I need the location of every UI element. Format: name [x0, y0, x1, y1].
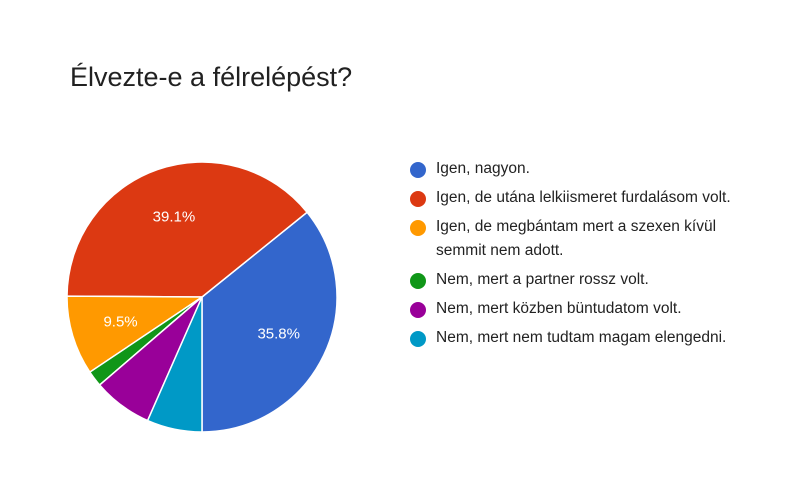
legend-swatch-icon: [410, 191, 426, 207]
legend-label: Igen, de utána lelkiismeret furdalásom v…: [436, 189, 731, 206]
legend-item-5: Nem, mert közben büntudatom volt.: [410, 300, 750, 321]
legend-swatch-icon: [410, 162, 426, 178]
pie-slice-labels: 35.8% 39.1% 9.5%: [103, 209, 300, 343]
pie-slice-3: [66, 295, 205, 374]
legend-swatch-icon: [410, 331, 426, 347]
legend-swatch-icon: [410, 273, 426, 289]
legend-swatch-icon: [410, 302, 426, 318]
slice-label-1: 35.8%: [257, 326, 300, 343]
legend: Igen, nagyon. Igen, de utána lelkiismeret…: [410, 160, 750, 358]
pie-slice-6: [146, 296, 203, 433]
slice-label-2: 39.1%: [153, 209, 196, 226]
legend-item-4: Nem, mert a partner rossz volt.: [410, 271, 750, 292]
legend-item-3: Igen, de megbántam mert a szexen kívül s…: [410, 218, 750, 263]
pie-slices: [66, 161, 338, 433]
legend-item-1: Igen, nagyon.: [410, 160, 750, 181]
legend-swatch-icon: [410, 220, 426, 236]
legend-label: Nem, mert a partner rossz volt.: [436, 271, 649, 288]
slice-label-3: 9.5%: [103, 313, 137, 330]
legend-label: Igen, de megbántam mert a szexen kívül s…: [436, 218, 717, 259]
chart-title: Élvezte-e a félrelépést?: [70, 62, 353, 92]
pie-slice-2: [66, 161, 309, 298]
legend-label: Nem, mert közben büntudatom volt.: [436, 300, 682, 317]
legend-label: Igen, nagyon.: [436, 160, 530, 177]
legend-item-2: Igen, de utána lelkiismeret furdalásom v…: [410, 189, 750, 210]
pie-slice-1: [201, 211, 338, 433]
legend-label: Nem, mert nem tudtam magam elengedni.: [436, 329, 727, 346]
legend-item-6: Nem, mert nem tudtam magam elengedni.: [410, 329, 750, 350]
